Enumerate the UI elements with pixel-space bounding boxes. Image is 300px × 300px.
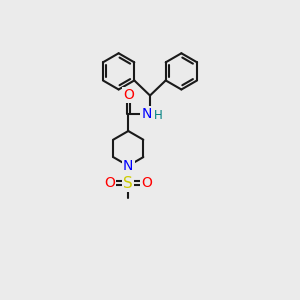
- Text: S: S: [123, 176, 133, 191]
- Text: O: O: [104, 176, 115, 190]
- Text: O: O: [123, 88, 134, 102]
- Text: O: O: [142, 176, 152, 190]
- Text: N: N: [123, 159, 134, 173]
- Text: N: N: [141, 106, 152, 121]
- Text: H: H: [154, 110, 163, 122]
